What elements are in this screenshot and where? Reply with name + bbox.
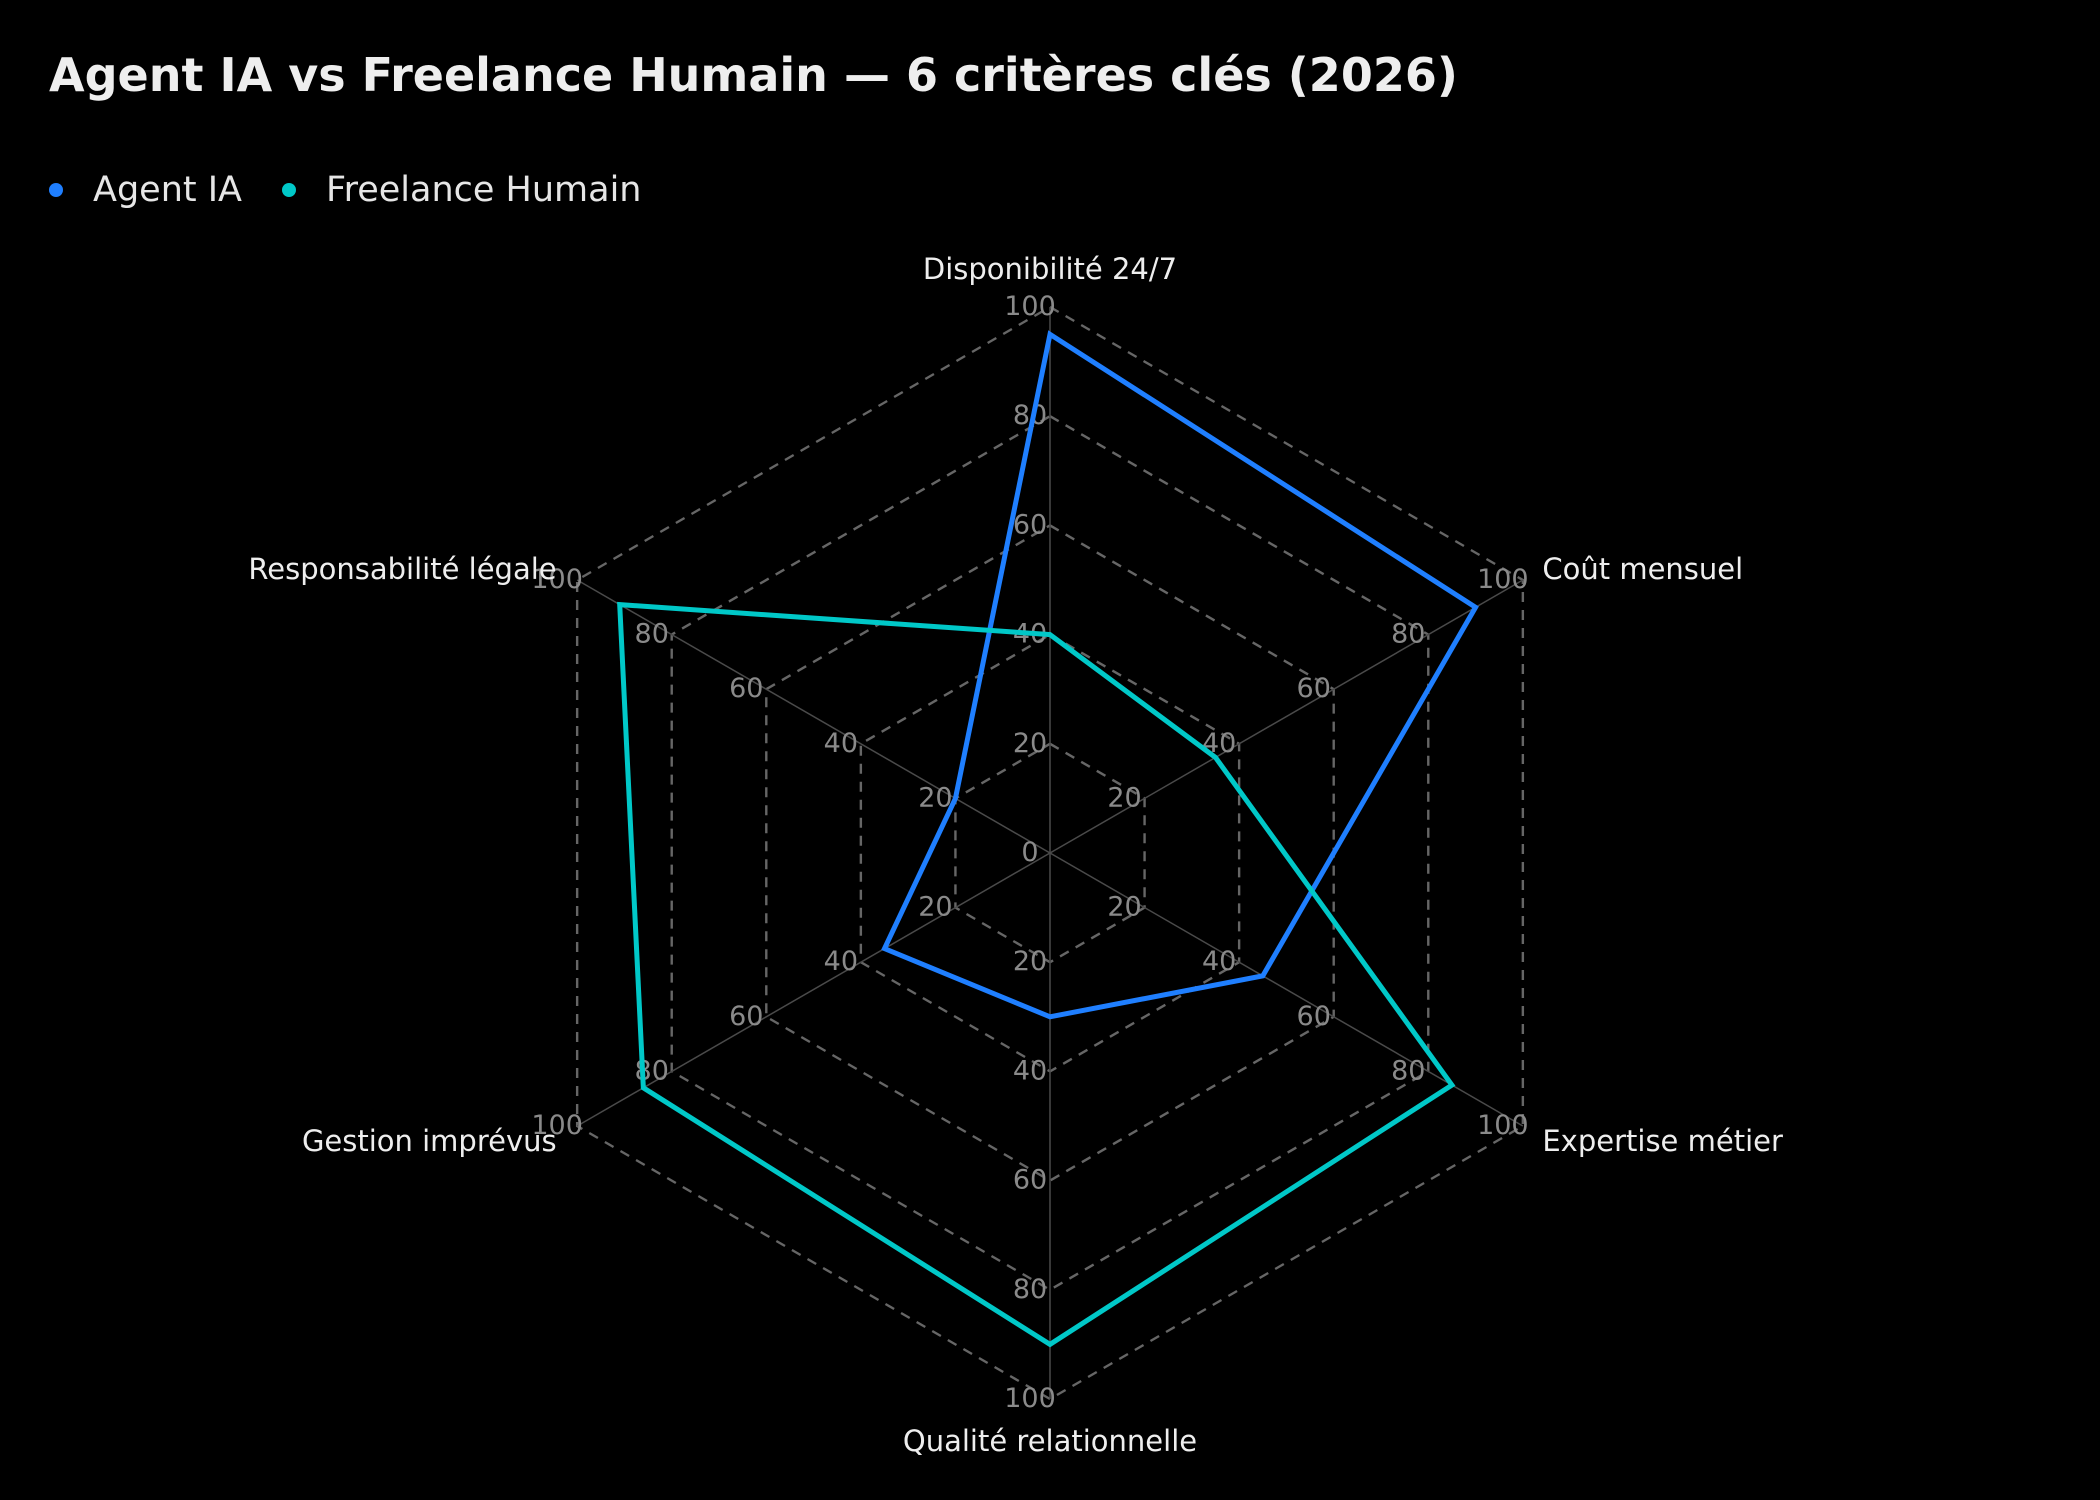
tick-label-0-100: 100 — [1004, 291, 1056, 322]
legend-label-agent-ia: Agent IA — [93, 170, 242, 210]
tick-label-5-80: 80 — [635, 619, 669, 650]
legend-marker-freelance-humain — [282, 183, 296, 197]
tick-label-0-60: 60 — [1013, 509, 1047, 540]
category-label-4: Gestion imprévus — [302, 1124, 557, 1158]
category-label-0: Disponibilité 24/7 — [923, 252, 1177, 286]
tick-label-2-40: 40 — [1202, 946, 1236, 977]
series-line-0 — [881, 330, 1479, 1020]
axis-line-4 — [576, 852, 1051, 1127]
tick-label-1-80: 80 — [1391, 619, 1425, 650]
tick-label-4-100: 100 — [531, 1110, 583, 1141]
tick-label-3-40: 40 — [1013, 1055, 1047, 1086]
tick-label-2-100: 100 — [1477, 1110, 1529, 1141]
tick-label-3-20: 20 — [1013, 946, 1047, 977]
tick-label-1-60: 60 — [1297, 673, 1331, 704]
tick-label-1-100: 100 — [1477, 564, 1529, 595]
axis-line-2 — [1049, 852, 1524, 1127]
legend-item-freelance-humain: Freelance Humain — [282, 170, 641, 210]
tick-label-4-40: 40 — [824, 946, 858, 977]
tick-label-1-20: 20 — [1107, 782, 1141, 813]
tick-label-0-20: 20 — [1013, 728, 1047, 759]
category-label-2: Expertise métier — [1542, 1124, 1783, 1158]
tick-label-4-60: 60 — [729, 1001, 763, 1032]
category-label-5: Responsabilité légale — [248, 552, 556, 586]
axis-line-1 — [1049, 579, 1524, 854]
tick-label-3-60: 60 — [1013, 1165, 1047, 1196]
tick-label-2-60: 60 — [1297, 1001, 1331, 1032]
legend-label-freelance-humain: Freelance Humain — [326, 170, 642, 210]
tick-label-5-40: 40 — [824, 728, 858, 759]
category-label-3: Qualité relationnelle — [903, 1424, 1197, 1458]
legend: Agent IA Freelance Humain — [49, 170, 681, 210]
tick-label-5-20: 20 — [918, 782, 952, 813]
tick-label-5-100: 100 — [531, 564, 583, 595]
tick-label-0-0: 0 — [1021, 837, 1038, 868]
tick-label-3-80: 80 — [1013, 1274, 1047, 1305]
tick-label-5-60: 60 — [729, 673, 763, 704]
legend-marker-agent-ia — [49, 183, 63, 197]
chart-title: Agent IA vs Freelance Humain — 6 critère… — [49, 48, 1458, 102]
tick-label-4-20: 20 — [918, 892, 952, 923]
tick-label-2-20: 20 — [1107, 892, 1141, 923]
legend-item-agent-ia: Agent IA — [49, 170, 242, 210]
tick-label-2-80: 80 — [1391, 1055, 1425, 1086]
tick-label-3-100: 100 — [1004, 1383, 1056, 1414]
axis-line-5 — [576, 579, 1051, 854]
category-label-1: Coût mensuel — [1542, 552, 1743, 586]
